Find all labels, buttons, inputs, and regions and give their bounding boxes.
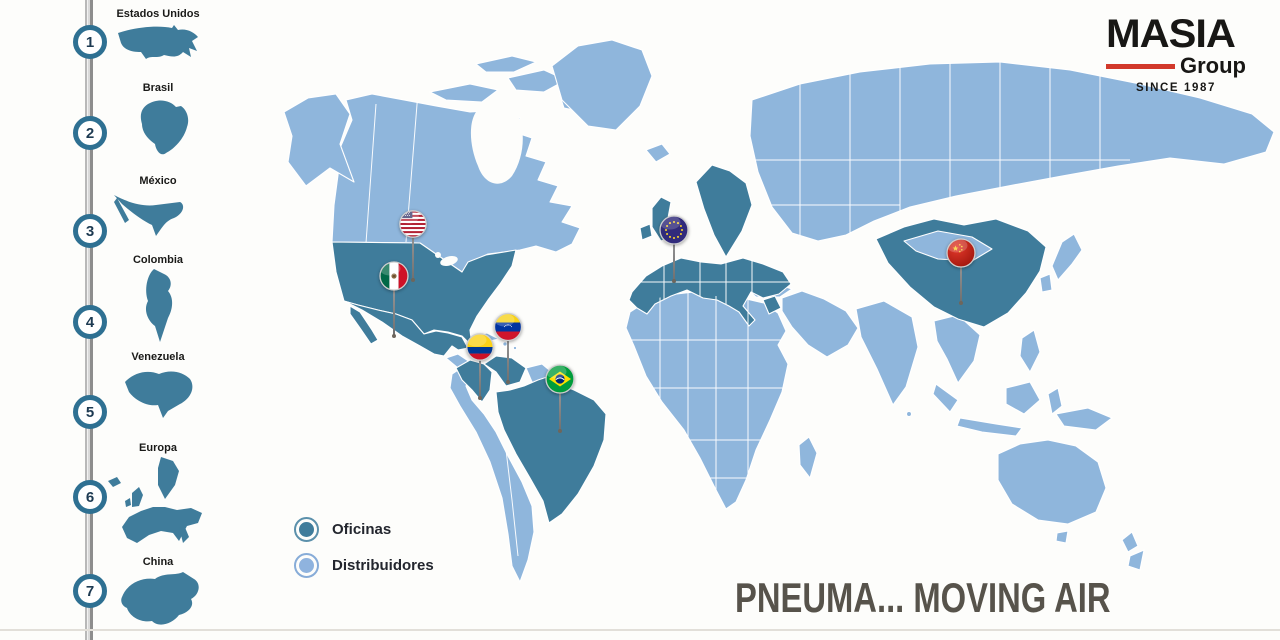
pin-stick <box>392 276 396 338</box>
logo-brand-text: MASIA <box>1106 12 1236 56</box>
country-label-mexico: México <box>139 175 177 187</box>
region-new-zealand <box>1121 531 1145 571</box>
pin-stick <box>672 230 676 283</box>
world-map <box>283 39 1275 583</box>
offices-legend-icon <box>294 516 319 542</box>
step-number-label: 6 <box>85 488 95 506</box>
region-new-guinea <box>1055 407 1113 431</box>
region-scandinavia <box>695 164 753 258</box>
offices-legend-label: Oficinas <box>332 520 392 538</box>
country-label-brazil: Brasil <box>142 82 174 94</box>
country-label-europe: Europa <box>139 442 177 454</box>
logo-group-text: Group <box>1180 53 1246 78</box>
step-number-4: 4 <box>73 305 107 339</box>
distributors-legend-icon <box>294 552 319 578</box>
mexico-flag-icon <box>379 261 409 291</box>
legend-offices-row: Oficinas <box>294 515 434 543</box>
europe-flag-icon <box>659 215 689 245</box>
region-russia <box>749 61 1275 242</box>
country-label-china: China <box>142 556 174 568</box>
step-number-2: 2 <box>73 116 107 150</box>
step-number-5: 5 <box>73 395 107 429</box>
step-number-label: 7 <box>85 582 95 600</box>
region-ireland <box>639 223 653 241</box>
region-usa <box>331 241 517 347</box>
china-flag-icon <box>946 238 976 268</box>
country-silhouette-brazil-icon <box>140 100 189 155</box>
great-lakes <box>440 256 458 266</box>
region-colombia <box>455 359 493 403</box>
caspian-sea <box>816 258 832 286</box>
step-number-1: 1 <box>73 25 107 59</box>
region-indochina <box>933 314 981 384</box>
hudson-bay <box>470 106 523 184</box>
country-silhouette-usa-icon <box>118 25 198 59</box>
distributors-legend-label: Distribuidores <box>332 556 434 574</box>
region-tasmania <box>1055 530 1069 544</box>
pin-stick <box>558 379 562 433</box>
region-alaska <box>283 93 355 187</box>
step-number-7: 7 <box>73 574 107 608</box>
pin-stick <box>411 224 415 282</box>
region-brazil <box>495 375 607 524</box>
step-number-6: 6 <box>73 480 107 514</box>
region-south-america-south <box>449 365 535 583</box>
africa-borders <box>626 292 788 508</box>
region-arabia <box>781 290 859 358</box>
step-number-label: 1 <box>85 33 95 51</box>
step-number-3: 3 <box>73 214 107 248</box>
region-greece <box>762 295 782 315</box>
step-number-label: 2 <box>85 124 95 142</box>
region-japan <box>1051 233 1083 281</box>
region-sri-lanka <box>905 410 913 418</box>
region-india <box>855 300 919 406</box>
legend-distributors-row: Distribuidores <box>294 551 434 579</box>
pin-stick <box>959 253 963 305</box>
map-legend: Oficinas Distribuidores <box>294 515 434 587</box>
logo-group-row: Group <box>1106 55 1246 77</box>
colombia-flag-icon <box>466 333 494 361</box>
europe-borders <box>630 258 791 306</box>
pin-stick <box>506 327 510 384</box>
region-iceland <box>645 143 671 163</box>
step-number-label: 3 <box>85 222 95 240</box>
country-label-venezuela: Venezuela <box>131 351 185 363</box>
country-silhouette-venezuela-icon <box>125 371 193 418</box>
country-label-usa: Estados Unidos <box>116 8 200 20</box>
venezuela-flag-icon <box>493 312 523 342</box>
masia-group-logo: MASIA Group SINCE 1987 <box>1106 14 1246 94</box>
country-silhouette-mexico-icon <box>114 195 184 236</box>
brazil-flag-icon <box>545 364 575 394</box>
logo-red-line <box>1106 63 1175 69</box>
region-baja <box>349 305 379 345</box>
great-lakes <box>435 252 441 258</box>
usa-flag-icon <box>399 210 427 238</box>
region-island <box>512 345 518 351</box>
bottom-divider <box>0 629 1280 631</box>
country-silhouette-colombia-icon <box>145 269 173 342</box>
region-madagascar <box>798 436 818 479</box>
region-korea <box>1039 273 1053 293</box>
country-silhouette-china-icon <box>121 572 199 625</box>
tagline-text: PNEUMA... MOVING AIR <box>735 574 1111 621</box>
logo-since-text: SINCE 1987 <box>1136 82 1216 94</box>
region-australia <box>997 439 1107 525</box>
country-silhouette-europe-icon <box>108 457 202 543</box>
region-philippines <box>1019 329 1041 373</box>
pin-stick <box>478 347 482 400</box>
region-greenland <box>551 39 653 131</box>
region-venezuela <box>483 355 527 387</box>
region-africa <box>625 291 789 510</box>
step-number-label: 4 <box>85 313 95 331</box>
country-label-colombia: Colombia <box>132 254 184 266</box>
step-number-label: 5 <box>85 403 95 421</box>
asia-borders <box>750 62 1130 240</box>
region-indonesia <box>932 381 1063 437</box>
